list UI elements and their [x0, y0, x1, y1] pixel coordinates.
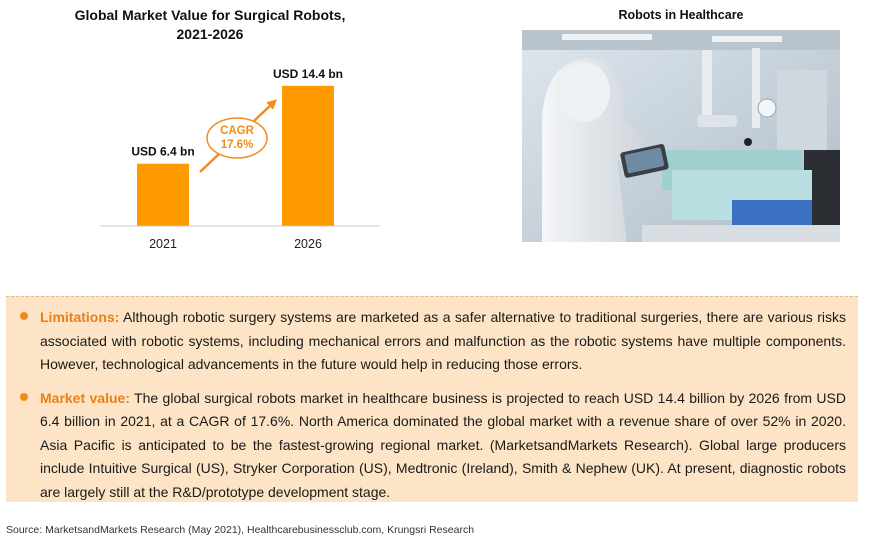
bar-2021	[137, 163, 189, 226]
limitations-bullet: Limitations: Although robotic surgery sy…	[18, 306, 846, 377]
cagr-callout	[206, 117, 268, 159]
surgical-robot-photo	[522, 30, 840, 242]
limitations-text: Although robotic surgery systems are mar…	[40, 309, 846, 372]
info-box: Limitations: Although robotic surgery sy…	[6, 296, 858, 502]
market-value-text: The global surgical robots market in hea…	[40, 389, 846, 500]
bullet-dot-icon	[20, 312, 28, 320]
x-tick-label-2021: 2021	[149, 237, 177, 251]
x-tick-label-2026: 2026	[294, 237, 322, 251]
photo-title: Robots in Healthcare	[618, 8, 744, 22]
bullet-dot-icon	[20, 392, 28, 401]
limitations-heading: Limitations:	[40, 309, 120, 325]
market-value-bullet: Market value: The global surgical robots…	[18, 387, 846, 505]
data-label-2026: USD 14.4 bn	[273, 67, 343, 81]
chart-title-line1: Global Market Value for Surgical Robots,	[74, 7, 346, 23]
data-label-2021: USD 6.4 bn	[131, 145, 194, 159]
source-note: Source: MarketsandMarkets Research (May …	[6, 524, 475, 536]
cagr-value: 17.6%	[221, 139, 254, 151]
bar-2026	[282, 85, 334, 226]
bar-chart: USD 6.4 bn 2021 USD 14.4 bn 2026 CAGR 17.6%	[100, 67, 380, 251]
chart-title: Global Market Value for Surgical Robots,…	[60, 6, 360, 44]
market-value-heading: Market value:	[40, 389, 130, 406]
chart-title-line2: 2021-2026	[176, 26, 244, 42]
cagr-label: CAGR	[220, 125, 255, 137]
